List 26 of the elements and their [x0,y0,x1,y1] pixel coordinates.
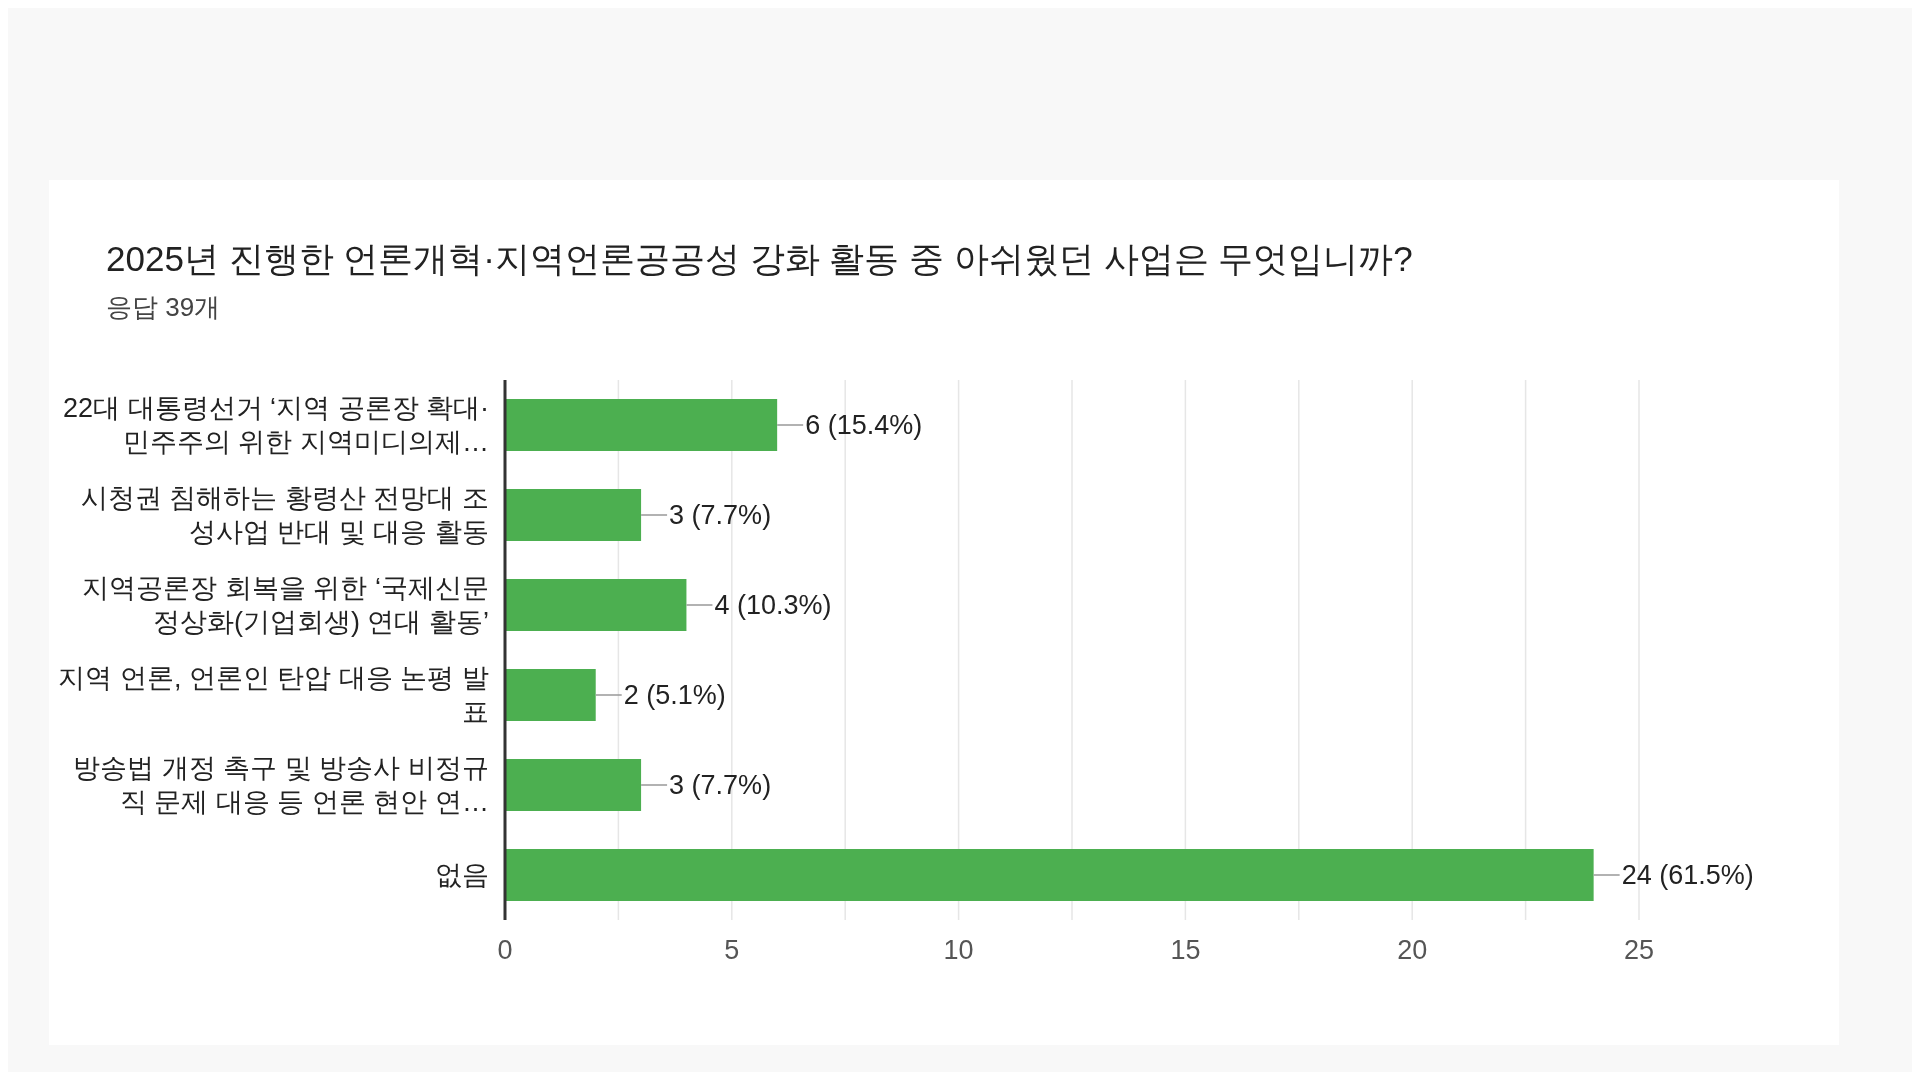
data-label: 3 (7.7%) [669,770,772,800]
bar [505,489,642,541]
y-tick-label: 없음 [435,859,489,892]
y-tick-label: 22대 대통령선거 ‘지역 공론장 확대·민주주의 위한 지역미디의제… [61,392,489,459]
chart-title: 2025년 진행한 언론개혁·지역언론공공성 강화 활동 중 아쉬웠던 사업은 무엇입니까? [106,238,1413,280]
bar [505,849,1594,901]
y-tick-label: 시청권 침해하는 황령산 전망대 조성사업 반대 및 대응 활동 [80,482,489,549]
x-tick-label: 0 [497,935,513,966]
data-label: 4 (10.3%) [714,590,832,620]
text: 응답 39개 [106,291,221,324]
bar [505,399,778,451]
data-label: 3 (7.7%) [669,500,772,530]
bar [505,759,642,811]
x-tick-label: 10 [943,935,974,966]
x-tick-label: 15 [1170,935,1201,966]
x-tick-label: 20 [1397,935,1428,966]
data-label: 24 (61.5%) [1621,860,1754,890]
data-label: 6 (15.4%) [805,410,923,440]
bar [505,669,596,721]
bar [505,579,687,631]
y-tick-label: 지역공론장 회복을 위한 ‘국제신문 정상화(기업회생) 연대 활동’ [81,572,489,639]
y-tick-label: 지역 언론, 언론인 탄압 대응 논평 발표 [57,662,489,729]
x-tick-label: 25 [1623,935,1655,966]
data-label: 2 (5.1%) [623,680,726,710]
x-tick-label: 5 [724,935,740,966]
y-tick-label: 방송법 개정 촉구 및 방송사 비정규직 문제 대응 등 언론 현안 연… [72,752,489,819]
